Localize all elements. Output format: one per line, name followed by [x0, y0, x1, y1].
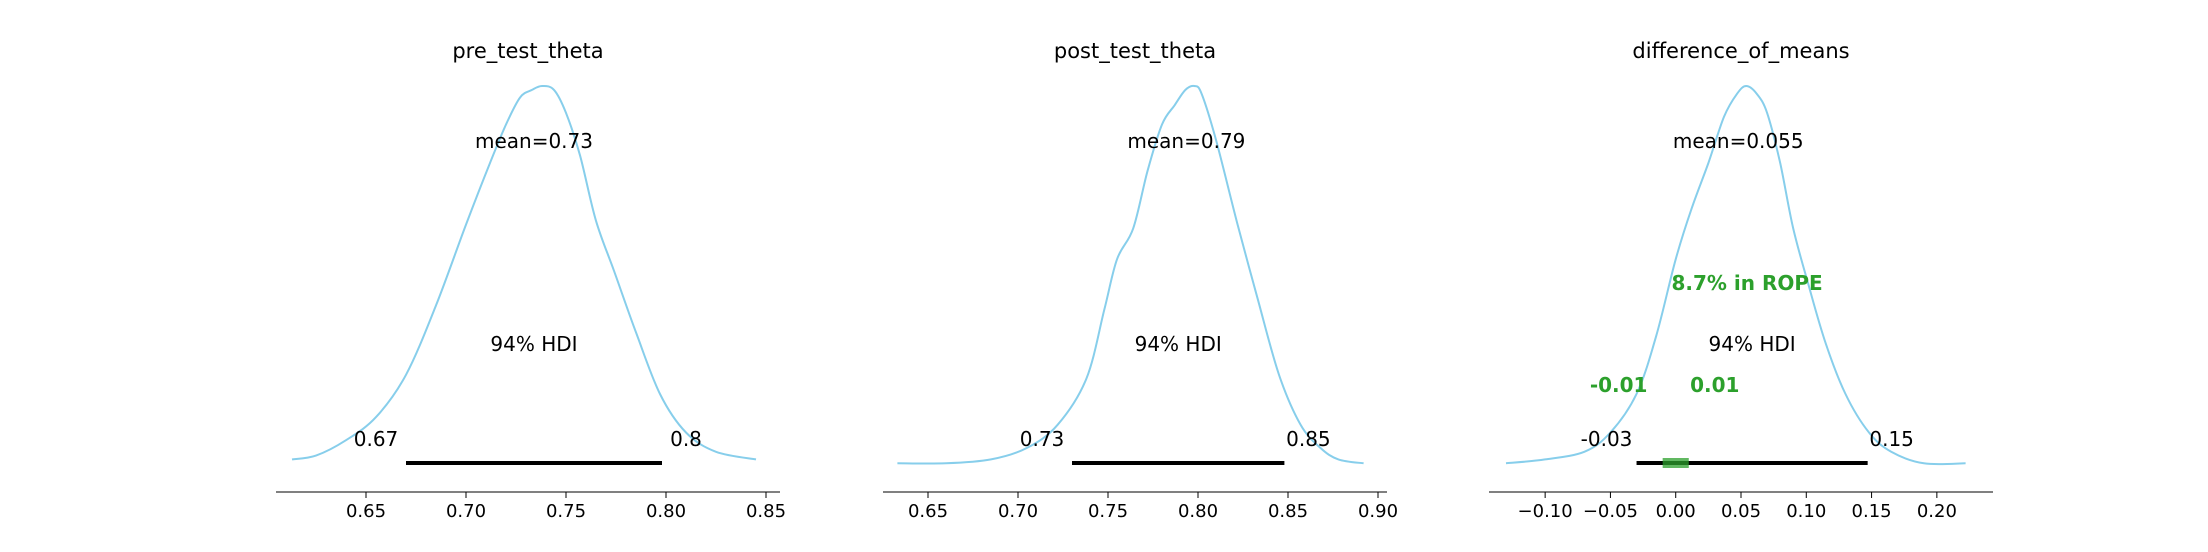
- hdi-low-label-2: -0.03: [1581, 427, 1633, 451]
- x-tick-label-1-4: 0.85: [1268, 501, 1308, 522]
- hdi-label-0: 94% HDI: [490, 332, 577, 356]
- x-tick-label-0-3: 0.80: [646, 501, 686, 522]
- x-tick-label-0-4: 0.85: [746, 501, 786, 522]
- hdi-high-label-2: 0.15: [1869, 427, 1914, 451]
- rope-high-label: 0.01: [1690, 373, 1739, 397]
- density-curve-1: [897, 84, 1364, 465]
- x-tick-label-1-0: 0.65: [908, 501, 948, 522]
- hdi-high-label-0: 0.8: [670, 427, 702, 451]
- x-tick-label-1-3: 0.80: [1178, 501, 1218, 522]
- panel-title-0: pre_test_theta: [452, 39, 603, 64]
- x-tick-label-2-6: 0.20: [1917, 501, 1957, 522]
- density-curve-2: [1505, 84, 1966, 466]
- rope-band: [1662, 458, 1689, 468]
- hdi-low-label-0: 0.67: [354, 427, 399, 451]
- x-tick-label-0-0: 0.65: [346, 501, 386, 522]
- hdi-label-2: 94% HDI: [1709, 332, 1796, 356]
- rope-text: 8.7% in ROPE: [1671, 271, 1822, 295]
- x-tick-label-2-4: 0.10: [1786, 501, 1826, 522]
- x-tick-label-2-0: −0.10: [1518, 501, 1573, 522]
- x-tick-label-0-1: 0.70: [446, 501, 486, 522]
- x-tick-label-1-1: 0.70: [998, 501, 1038, 522]
- density-curve-0: [291, 84, 757, 461]
- hdi-low-label-1: 0.73: [1020, 427, 1065, 451]
- mean-label-0: mean=0.73: [475, 129, 593, 153]
- mean-label-2: mean=0.055: [1673, 129, 1804, 153]
- x-tick-label-2-2: 0.00: [1656, 501, 1696, 522]
- hdi-high-label-1: 0.85: [1286, 427, 1331, 451]
- rope-low-label: -0.01: [1590, 373, 1648, 397]
- panel-title-2: difference_of_means: [1632, 39, 1849, 64]
- x-tick-label-1-2: 0.75: [1088, 501, 1128, 522]
- x-tick-label-0-2: 0.75: [546, 501, 586, 522]
- x-tick-label-2-3: 0.05: [1721, 501, 1761, 522]
- hdi-label-1: 94% HDI: [1135, 332, 1222, 356]
- x-tick-label-2-1: −0.05: [1583, 501, 1638, 522]
- x-tick-label-1-5: 0.90: [1358, 501, 1398, 522]
- x-tick-label-2-5: 0.15: [1852, 501, 1892, 522]
- panel-title-1: post_test_theta: [1054, 39, 1216, 64]
- mean-label-1: mean=0.79: [1127, 129, 1245, 153]
